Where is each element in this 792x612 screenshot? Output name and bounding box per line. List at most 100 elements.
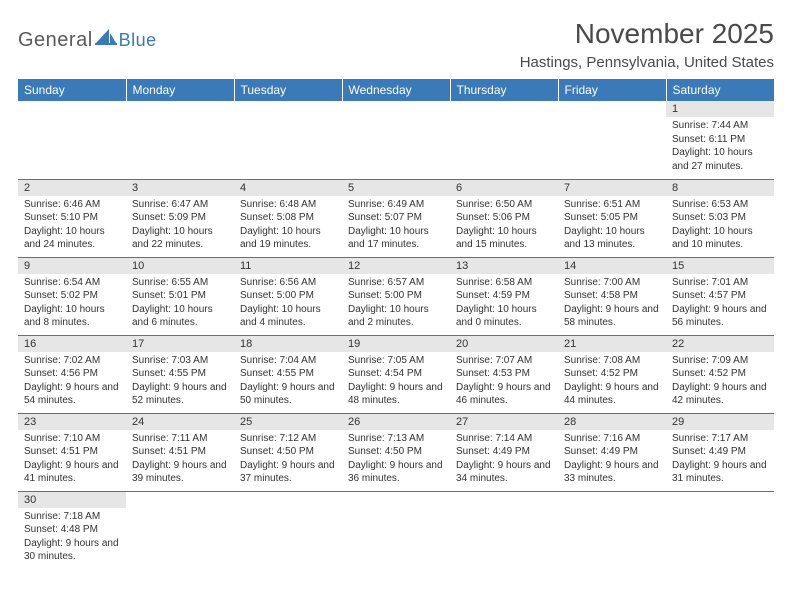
sunset-line: Sunset: 5:05 PM	[564, 211, 660, 225]
daylight-line: Daylight: 10 hours and 24 minutes.	[24, 225, 120, 252]
sunset-line: Sunset: 4:49 PM	[456, 445, 552, 459]
day-number: 20	[450, 336, 558, 352]
day-details: Sunrise: 7:01 AMSunset: 4:57 PMDaylight:…	[666, 274, 774, 334]
sunrise-line: Sunrise: 6:48 AM	[240, 198, 336, 212]
sunset-line: Sunset: 4:56 PM	[24, 367, 120, 381]
day-number: 8	[666, 180, 774, 196]
weekday-header: Tuesday	[234, 79, 342, 101]
day-number: 7	[558, 180, 666, 196]
day-details: Sunrise: 7:00 AMSunset: 4:58 PMDaylight:…	[558, 274, 666, 334]
calendar-cell: 8Sunrise: 6:53 AMSunset: 5:03 PMDaylight…	[666, 179, 774, 257]
title-block: November 2025 Hastings, Pennsylvania, Un…	[520, 18, 774, 71]
month-title: November 2025	[520, 18, 774, 50]
daylight-line: Daylight: 9 hours and 56 minutes.	[672, 303, 768, 330]
sunrise-line: Sunrise: 7:03 AM	[132, 354, 228, 368]
sunset-line: Sunset: 4:54 PM	[348, 367, 444, 381]
day-details: Sunrise: 7:02 AMSunset: 4:56 PMDaylight:…	[18, 352, 126, 412]
calendar-cell: 22Sunrise: 7:09 AMSunset: 4:52 PMDayligh…	[666, 335, 774, 413]
sunset-line: Sunset: 4:51 PM	[132, 445, 228, 459]
sunset-line: Sunset: 5:07 PM	[348, 211, 444, 225]
calendar-cell: 6Sunrise: 6:50 AMSunset: 5:06 PMDaylight…	[450, 179, 558, 257]
daylight-line: Daylight: 9 hours and 48 minutes.	[348, 381, 444, 408]
calendar-cell: 24Sunrise: 7:11 AMSunset: 4:51 PMDayligh…	[126, 413, 234, 491]
calendar-row: 2Sunrise: 6:46 AMSunset: 5:10 PMDaylight…	[18, 179, 774, 257]
day-number: 17	[126, 336, 234, 352]
day-number: 28	[558, 414, 666, 430]
calendar-cell: 21Sunrise: 7:08 AMSunset: 4:52 PMDayligh…	[558, 335, 666, 413]
day-details: Sunrise: 6:48 AMSunset: 5:08 PMDaylight:…	[234, 196, 342, 256]
sunset-line: Sunset: 5:01 PM	[132, 289, 228, 303]
day-details: Sunrise: 6:58 AMSunset: 4:59 PMDaylight:…	[450, 274, 558, 334]
calendar-cell: 12Sunrise: 6:57 AMSunset: 5:00 PMDayligh…	[342, 257, 450, 335]
day-details: Sunrise: 6:54 AMSunset: 5:02 PMDaylight:…	[18, 274, 126, 334]
sunrise-line: Sunrise: 7:02 AM	[24, 354, 120, 368]
day-number: 21	[558, 336, 666, 352]
calendar-cell: 19Sunrise: 7:05 AMSunset: 4:54 PMDayligh…	[342, 335, 450, 413]
day-details: Sunrise: 7:11 AMSunset: 4:51 PMDaylight:…	[126, 430, 234, 490]
calendar-cell: 7Sunrise: 6:51 AMSunset: 5:05 PMDaylight…	[558, 179, 666, 257]
daylight-line: Daylight: 9 hours and 41 minutes.	[24, 459, 120, 486]
calendar-cell: 17Sunrise: 7:03 AMSunset: 4:55 PMDayligh…	[126, 335, 234, 413]
brand-main-text: General	[18, 29, 93, 52]
daylight-line: Daylight: 9 hours and 42 minutes.	[672, 381, 768, 408]
weekday-header: Thursday	[450, 79, 558, 101]
weekday-header: Saturday	[666, 79, 774, 101]
calendar-row: 16Sunrise: 7:02 AMSunset: 4:56 PMDayligh…	[18, 335, 774, 413]
sunrise-line: Sunrise: 6:54 AM	[24, 276, 120, 290]
daylight-line: Daylight: 10 hours and 13 minutes.	[564, 225, 660, 252]
sunset-line: Sunset: 4:49 PM	[672, 445, 768, 459]
sunrise-line: Sunrise: 7:17 AM	[672, 432, 768, 446]
calendar-cell: 18Sunrise: 7:04 AMSunset: 4:55 PMDayligh…	[234, 335, 342, 413]
sunrise-line: Sunrise: 7:18 AM	[24, 510, 120, 524]
daylight-line: Daylight: 9 hours and 52 minutes.	[132, 381, 228, 408]
daylight-line: Daylight: 10 hours and 10 minutes.	[672, 225, 768, 252]
sunset-line: Sunset: 4:58 PM	[564, 289, 660, 303]
brand-logo: General Blue	[18, 18, 157, 52]
day-details: Sunrise: 7:12 AMSunset: 4:50 PMDaylight:…	[234, 430, 342, 490]
daylight-line: Daylight: 9 hours and 36 minutes.	[348, 459, 444, 486]
day-details: Sunrise: 7:13 AMSunset: 4:50 PMDaylight:…	[342, 430, 450, 490]
day-details: Sunrise: 7:10 AMSunset: 4:51 PMDaylight:…	[18, 430, 126, 490]
calendar-cell: 25Sunrise: 7:12 AMSunset: 4:50 PMDayligh…	[234, 413, 342, 491]
sunset-line: Sunset: 5:10 PM	[24, 211, 120, 225]
sunrise-line: Sunrise: 7:13 AM	[348, 432, 444, 446]
day-details: Sunrise: 6:56 AMSunset: 5:00 PMDaylight:…	[234, 274, 342, 334]
location-text: Hastings, Pennsylvania, United States	[520, 54, 774, 71]
calendar-cell-empty	[126, 491, 234, 569]
daylight-line: Daylight: 10 hours and 6 minutes.	[132, 303, 228, 330]
sunset-line: Sunset: 5:00 PM	[348, 289, 444, 303]
sunrise-line: Sunrise: 7:01 AM	[672, 276, 768, 290]
day-number: 5	[342, 180, 450, 196]
sail-icon	[95, 28, 117, 51]
sunset-line: Sunset: 4:51 PM	[24, 445, 120, 459]
day-number: 25	[234, 414, 342, 430]
calendar-cell: 29Sunrise: 7:17 AMSunset: 4:49 PMDayligh…	[666, 413, 774, 491]
calendar-cell-empty	[18, 101, 126, 179]
daylight-line: Daylight: 9 hours and 58 minutes.	[564, 303, 660, 330]
day-number: 22	[666, 336, 774, 352]
daylight-line: Daylight: 9 hours and 34 minutes.	[456, 459, 552, 486]
daylight-line: Daylight: 10 hours and 17 minutes.	[348, 225, 444, 252]
day-number: 23	[18, 414, 126, 430]
calendar-cell: 3Sunrise: 6:47 AMSunset: 5:09 PMDaylight…	[126, 179, 234, 257]
day-details: Sunrise: 6:50 AMSunset: 5:06 PMDaylight:…	[450, 196, 558, 256]
daylight-line: Daylight: 9 hours and 54 minutes.	[24, 381, 120, 408]
day-number: 29	[666, 414, 774, 430]
day-number: 19	[342, 336, 450, 352]
sunset-line: Sunset: 4:59 PM	[456, 289, 552, 303]
day-number: 24	[126, 414, 234, 430]
calendar-cell-empty	[558, 101, 666, 179]
calendar-cell-empty	[450, 101, 558, 179]
sunrise-line: Sunrise: 7:08 AM	[564, 354, 660, 368]
sunrise-line: Sunrise: 6:57 AM	[348, 276, 444, 290]
day-details: Sunrise: 7:03 AMSunset: 4:55 PMDaylight:…	[126, 352, 234, 412]
calendar-cell: 10Sunrise: 6:55 AMSunset: 5:01 PMDayligh…	[126, 257, 234, 335]
calendar-cell: 23Sunrise: 7:10 AMSunset: 4:51 PMDayligh…	[18, 413, 126, 491]
day-number: 26	[342, 414, 450, 430]
calendar-cell: 9Sunrise: 6:54 AMSunset: 5:02 PMDaylight…	[18, 257, 126, 335]
day-details: Sunrise: 7:16 AMSunset: 4:49 PMDaylight:…	[558, 430, 666, 490]
day-details: Sunrise: 7:08 AMSunset: 4:52 PMDaylight:…	[558, 352, 666, 412]
sunrise-line: Sunrise: 6:56 AM	[240, 276, 336, 290]
sunset-line: Sunset: 4:55 PM	[132, 367, 228, 381]
calendar-cell: 14Sunrise: 7:00 AMSunset: 4:58 PMDayligh…	[558, 257, 666, 335]
